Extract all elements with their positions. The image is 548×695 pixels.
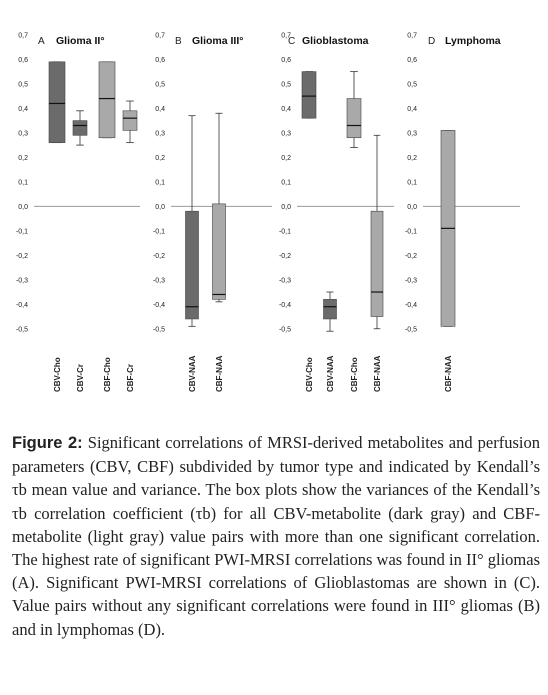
panel-d-ytick-label: -0,1 bbox=[405, 228, 417, 235]
panel-a-cbv-cho-category-label: CBV-Cho bbox=[53, 357, 62, 392]
panel-a-ytick-label: -0,5 bbox=[16, 326, 28, 333]
panel-a-ytick-label: 0,2 bbox=[18, 155, 28, 162]
panel-b-ytick-label: -0,5 bbox=[153, 326, 165, 333]
panel-b-ytick-label: 0,0 bbox=[155, 204, 165, 211]
panel-c-cbf-cho-category-label: CBF-Cho bbox=[350, 357, 359, 392]
panel-d-ytick-label: 0,1 bbox=[407, 179, 417, 186]
panel-c-letter: C bbox=[288, 36, 295, 47]
panel-c-ytick-label: -0,1 bbox=[279, 228, 291, 235]
panel-d-ytick-label: 0,3 bbox=[407, 130, 417, 137]
panel-d-ytick-label: 0,5 bbox=[407, 81, 417, 88]
panel-b-ytick-label: -0,2 bbox=[153, 253, 165, 260]
panel-b-cbf-naa-category-label: CBF-NAA bbox=[215, 355, 224, 392]
panel-d-ytick-label: 0,2 bbox=[407, 155, 417, 162]
caption-label: Figure 2: bbox=[12, 434, 83, 452]
panel-b-ytick-label: 0,7 bbox=[155, 32, 165, 39]
panel-d-letter: D bbox=[428, 36, 435, 47]
panel-b-ytick-label: 0,3 bbox=[155, 130, 165, 137]
panel-c-ytick-label: 0,1 bbox=[281, 179, 291, 186]
panel-d-ytick-label: 0,6 bbox=[407, 57, 417, 64]
panel-b-title: Glioma III° bbox=[192, 35, 243, 47]
panel-a-cbf-cr-box bbox=[122, 110, 138, 131]
panel-d-ytick-label: 0,7 bbox=[407, 32, 417, 39]
panel-c-ytick-label: 0,5 bbox=[281, 81, 291, 88]
panel-b-ytick-label: 0,4 bbox=[155, 106, 165, 113]
panel-b-ytick-label: -0,1 bbox=[153, 228, 165, 235]
panel-a-ytick-label: 0,6 bbox=[18, 57, 28, 64]
panel-a-ytick-label: 0,3 bbox=[18, 130, 28, 137]
panel-a-title: Glioma II° bbox=[56, 35, 105, 47]
panel-a-ytick-label: 0,1 bbox=[18, 179, 28, 186]
panel-c-ytick-label: 0,6 bbox=[281, 57, 291, 64]
panel-c-ytick-label: 0,7 bbox=[281, 32, 291, 39]
panel-a-letter: A bbox=[38, 36, 45, 47]
panel-d-plot-area bbox=[423, 30, 520, 341]
panel-c-ytick-label: 0,2 bbox=[281, 155, 291, 162]
panel-c-cbv-cho-category-label: CBV-Cho bbox=[305, 357, 314, 392]
figure-panels: A Glioma II° 0,7 0,6 0,5 0,4 0,3 0,2 0,1 0,0 -0,1 -… bbox=[15, 30, 520, 392]
panel-b-letter: B bbox=[175, 36, 182, 47]
panel-d-ytick-label: -0,2 bbox=[405, 253, 417, 260]
panel-a-ytick-label: 0,7 bbox=[18, 32, 28, 39]
panel-b-cbv-naa-category-label: CBV-NAA bbox=[188, 355, 197, 392]
panel-b-ytick-label: 0,6 bbox=[155, 57, 165, 64]
panel-c-ytick-label: -0,4 bbox=[279, 302, 291, 309]
panel-b-cbf-naa-box bbox=[212, 203, 226, 300]
panel-c-cbf-cho-box bbox=[346, 98, 362, 139]
panel-d-cbf-naa-category-label: CBF-NAA bbox=[444, 355, 453, 392]
panel-a-ytick-label: -0,4 bbox=[16, 302, 28, 309]
panel-a-ytick-label: -0,2 bbox=[16, 253, 28, 260]
panel-d-ytick-label: -0,3 bbox=[405, 277, 417, 284]
panel-b-ytick-label: 0,1 bbox=[155, 179, 165, 186]
panel-c-cbv-cho-box bbox=[301, 71, 317, 119]
panel-c-cbv-naa-category-label: CBV-NAA bbox=[326, 355, 335, 392]
panel-c-ytick-label: -0,5 bbox=[279, 326, 291, 333]
caption-text: Significant correlations of MRSI-derived… bbox=[12, 433, 540, 639]
panel-c-cbv-naa-box bbox=[323, 299, 337, 320]
panel-b-ytick-label: -0,3 bbox=[153, 277, 165, 284]
panel-c-ytick-label: -0,2 bbox=[279, 253, 291, 260]
panel-c-cbf-naa-category-label: CBF-NAA bbox=[373, 355, 382, 392]
panel-a-cbv-cho-box bbox=[48, 61, 66, 143]
panel-b-ytick-label: -0,4 bbox=[153, 302, 165, 309]
panel-c-title: Glioblastoma bbox=[302, 35, 369, 47]
panel-d-title: Lymphoma bbox=[445, 35, 501, 47]
panel-a-cbf-cr-category-label: CBF-Cr bbox=[126, 364, 135, 392]
panel-c-ytick-label: 0,4 bbox=[281, 106, 291, 113]
figure-caption: Figure 2: Significant correlations of MR… bbox=[12, 431, 540, 641]
panel-c-ytick-label: -0,3 bbox=[279, 277, 291, 284]
panel-a-cbv-cr-box bbox=[72, 120, 88, 136]
panel-a-cbf-cho-category-label: CBF-Cho bbox=[103, 357, 112, 392]
panel-a-ytick-label: 0,0 bbox=[18, 204, 28, 211]
panel-d-ytick-label: -0,4 bbox=[405, 302, 417, 309]
panel-b-ytick-label: 0,5 bbox=[155, 81, 165, 88]
panel-d-ytick-label: 0,4 bbox=[407, 106, 417, 113]
panel-a-ytick-label: 0,5 bbox=[18, 81, 28, 88]
panel-a-ytick-label: -0,3 bbox=[16, 277, 28, 284]
panel-a-cbv-cr-category-label: CBV-Cr bbox=[76, 364, 85, 392]
panel-a-ytick-label: -0,1 bbox=[16, 228, 28, 235]
panel-d-ytick-label: 0,0 bbox=[407, 204, 417, 211]
panel-b-cbv-naa-box bbox=[185, 210, 199, 320]
panel-c-ytick-label: 0,0 bbox=[281, 204, 291, 211]
panel-c-ytick-label: 0,3 bbox=[281, 130, 291, 137]
box-plot-figure: A Glioma II° 0,7 0,6 0,5 0,4 0,3 0,2 0,1 0,0 -0,1 -… bbox=[15, 30, 520, 392]
panel-d-ytick-label: -0,5 bbox=[405, 326, 417, 333]
panel-a-ytick-label: 0,4 bbox=[18, 106, 28, 113]
panel-c-cbf-naa-box bbox=[370, 210, 384, 317]
panel-b-ytick-label: 0,2 bbox=[155, 155, 165, 162]
panel-a-cbf-cho-box bbox=[98, 61, 116, 139]
